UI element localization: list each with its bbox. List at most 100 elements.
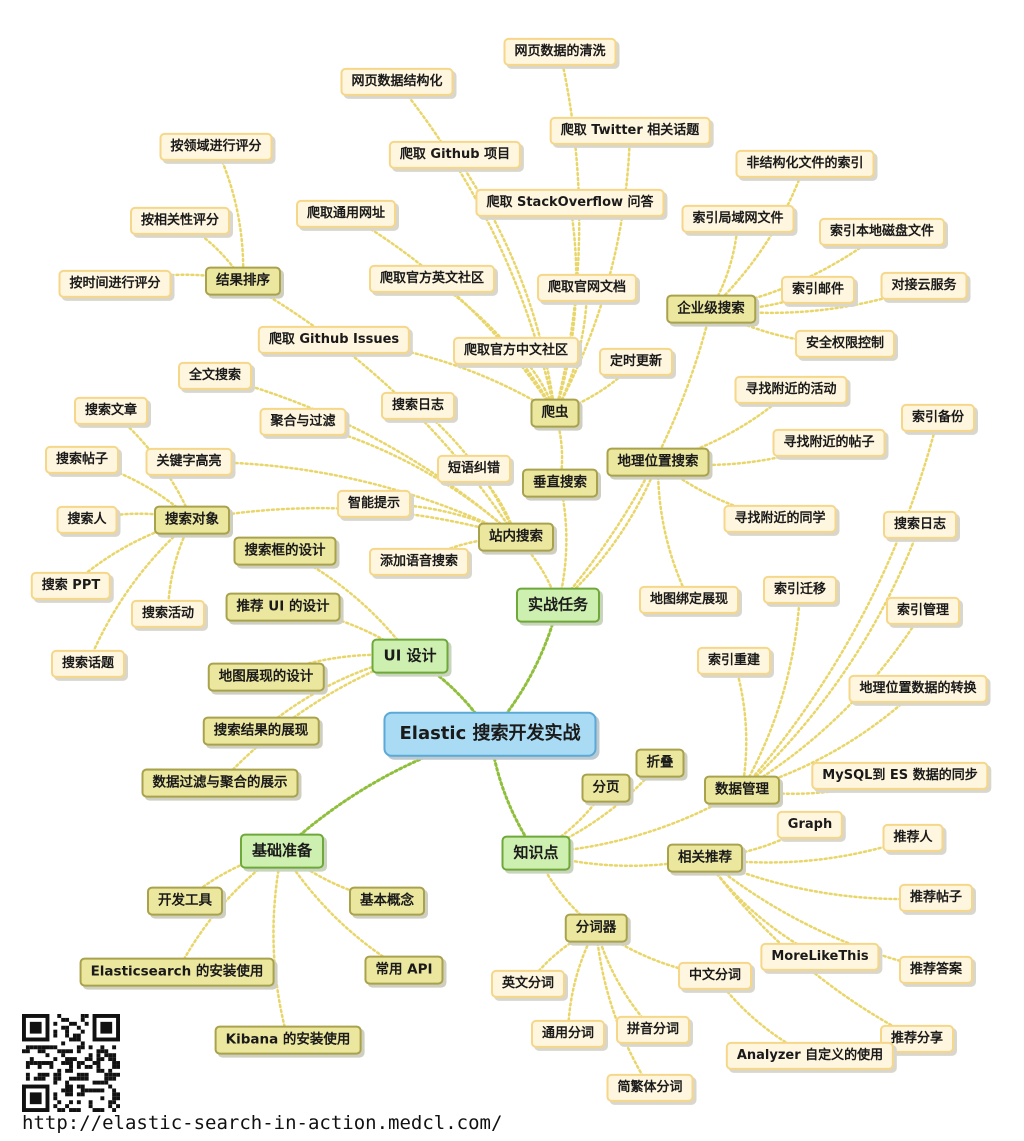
link-crawler-c1	[553, 50, 581, 415]
node-c5[interactable]: 爬取 StackOverflow 问答	[475, 188, 665, 218]
node-g3[interactable]: 寻找附近的同学	[723, 504, 837, 534]
node-fold[interactable]: 折叠	[635, 748, 685, 778]
node-d1[interactable]: 索引备份	[900, 403, 976, 433]
node-t4[interactable]: 搜索 PPT	[30, 571, 112, 601]
node-enterprise[interactable]: 企业级搜索	[666, 294, 756, 324]
node-d2[interactable]: 搜索日志	[882, 510, 958, 540]
footer-url[interactable]: http://elastic-search-in-action.medcl.co…	[22, 1112, 503, 1134]
node-ui2[interactable]: 推荐 UI 的设计	[225, 592, 341, 622]
node-geo[interactable]: 地理位置搜索	[606, 447, 710, 477]
node-g2[interactable]: 寻找附近的帖子	[772, 428, 886, 458]
link-dm-d5	[732, 659, 748, 792]
link-dm-d2	[740, 523, 922, 792]
node-r2[interactable]: 推荐人	[882, 823, 944, 853]
node-r1[interactable]: Graph	[776, 810, 844, 840]
node-t2[interactable]: 搜索帖子	[44, 445, 120, 475]
link-basic-b3	[272, 849, 290, 1042]
node-r4[interactable]: MoreLikeThis	[760, 942, 880, 972]
node-ui3[interactable]: 地图展现的设计	[207, 662, 325, 692]
node-vertical[interactable]: 垂直搜索	[522, 468, 598, 498]
node-c2[interactable]: 网页数据结构化	[340, 67, 454, 97]
node-ui1[interactable]: 搜索框的设计	[233, 536, 337, 566]
node-c3[interactable]: 爬取 Twitter 相关话题	[549, 116, 711, 146]
node-c9[interactable]: 爬取 Github Issues	[257, 325, 411, 355]
node-c1[interactable]: 网页数据的清洗	[503, 37, 617, 67]
node-k5[interactable]: 中文分词	[677, 961, 753, 991]
node-d5[interactable]: 索引重建	[696, 646, 772, 676]
link-geo-g4	[656, 460, 691, 602]
node-k4[interactable]: 简繁体分词	[606, 1073, 694, 1103]
node-t6[interactable]: 搜索话题	[50, 649, 126, 679]
node-ui[interactable]: UI 设计	[371, 638, 449, 674]
node-d4[interactable]: 索引管理	[885, 596, 961, 626]
node-spell[interactable]: 短语纠错	[436, 454, 512, 484]
link-target-t6	[86, 518, 194, 666]
node-agg[interactable]: 聚合与过滤	[259, 407, 347, 437]
node-b1[interactable]: 开发工具	[147, 886, 223, 916]
node-r5[interactable]: 推荐答案	[898, 955, 974, 985]
link-crawler-c4	[453, 153, 557, 415]
node-k6[interactable]: Analyzer 自定义的使用	[725, 1041, 895, 1071]
link-site-highlight	[187, 460, 518, 539]
node-s1[interactable]: 按领域进行评分	[159, 132, 273, 162]
node-d6[interactable]: 地理位置数据的转换	[848, 674, 988, 704]
node-target[interactable]: 搜索对象	[154, 505, 230, 535]
node-t3[interactable]: 搜索人	[56, 505, 118, 535]
node-page[interactable]: 分页	[581, 773, 631, 803]
node-knowledge[interactable]: 知识点	[501, 835, 571, 871]
node-e5[interactable]: 对接云服务	[880, 271, 968, 301]
link-dm-d3	[740, 588, 802, 792]
node-smart[interactable]: 智能提示	[336, 489, 412, 519]
node-c4[interactable]: 爬取 Github 项目	[388, 140, 522, 170]
link-site-target	[190, 506, 518, 539]
link-tok-k4	[594, 926, 652, 1090]
node-basic[interactable]: 基础准备	[239, 833, 325, 869]
node-b2[interactable]: Elasticsearch 的安装使用	[79, 957, 275, 987]
node-fulltext[interactable]: 全文搜索	[177, 361, 253, 391]
node-e6[interactable]: 安全权限控制	[794, 329, 896, 359]
node-b3[interactable]: Kibana 的安装使用	[214, 1025, 362, 1055]
node-e3[interactable]: 索引本地磁盘文件	[818, 217, 946, 247]
node-e2[interactable]: 索引局域网文件	[681, 204, 795, 234]
node-k2[interactable]: 通用分词	[530, 1019, 606, 1049]
node-c11[interactable]: 定时更新	[598, 347, 674, 377]
node-c6[interactable]: 爬取通用网址	[295, 199, 397, 229]
node-crawler[interactable]: 爬虫	[530, 398, 580, 428]
node-s3[interactable]: 按时间进行评分	[58, 269, 172, 299]
node-c10[interactable]: 爬取官方中文社区	[452, 336, 580, 366]
node-e1[interactable]: 非结构化文件的索引	[735, 149, 875, 179]
node-g1[interactable]: 寻找附近的活动	[734, 375, 848, 405]
link-crawler-c6	[344, 212, 557, 415]
node-site[interactable]: 站内搜索	[478, 522, 554, 552]
node-d3[interactable]: 索引迁移	[762, 575, 838, 605]
link-dm-d1	[740, 416, 940, 792]
node-slog[interactable]: 搜索日志	[380, 391, 456, 421]
link-enterprise-e1	[709, 162, 807, 311]
node-g4[interactable]: 地图绑定展现	[638, 585, 740, 615]
node-practice[interactable]: 实战任务	[515, 587, 601, 623]
node-t5[interactable]: 搜索活动	[130, 599, 206, 629]
node-voice[interactable]: 添加语音搜索	[368, 547, 470, 577]
node-t1[interactable]: 搜索文章	[73, 396, 149, 426]
node-b5[interactable]: 常用 API	[364, 955, 444, 985]
node-s2[interactable]: 按相关性评分	[129, 206, 231, 236]
node-highlight[interactable]: 关键字高亮	[145, 447, 233, 477]
node-k3[interactable]: 拼音分词	[615, 1015, 691, 1045]
node-k1[interactable]: 英文分词	[490, 969, 566, 999]
node-c7[interactable]: 爬取官方英文社区	[368, 264, 496, 294]
link-sort-s1	[214, 145, 245, 283]
node-c8[interactable]: 爬取官网文档	[536, 273, 638, 303]
node-sort[interactable]: 结果排序	[205, 266, 281, 296]
node-ui5[interactable]: 数据过滤与聚合的展示	[141, 768, 299, 798]
node-e4[interactable]: 索引邮件	[780, 275, 856, 305]
root-node[interactable]: Elastic 搜索开发实战	[383, 711, 597, 757]
node-ui4[interactable]: 搜索结果的展现	[202, 716, 320, 746]
node-tok[interactable]: 分词器	[564, 913, 628, 943]
node-b4[interactable]: 基本概念	[349, 886, 425, 916]
node-d7[interactable]: MySQL到 ES 数据的同步	[811, 761, 989, 791]
node-r3[interactable]: 推荐帖子	[898, 883, 974, 913]
node-dm[interactable]: 数据管理	[704, 775, 780, 805]
node-rec[interactable]: 相关推荐	[667, 843, 743, 873]
qr-code-icon[interactable]	[22, 1014, 120, 1112]
